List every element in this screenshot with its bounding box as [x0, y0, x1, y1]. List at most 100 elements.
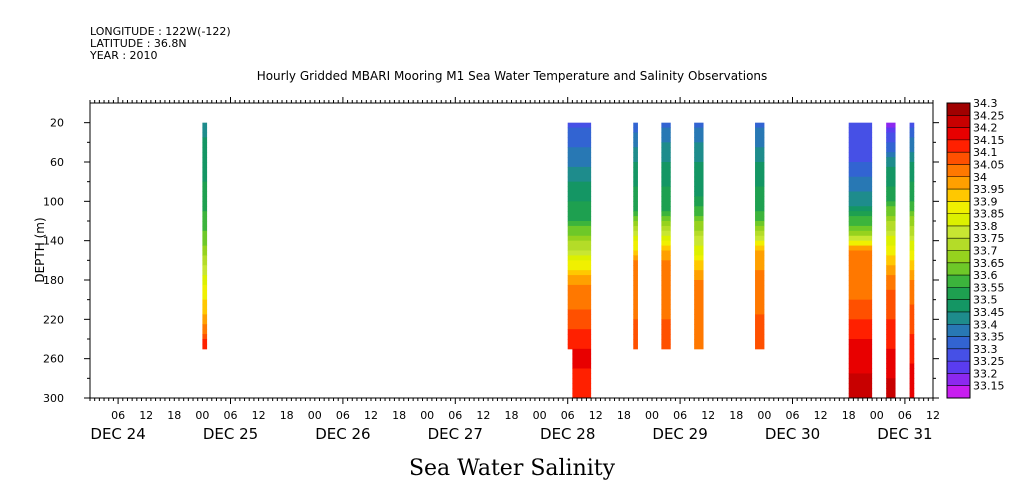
data-cell — [572, 383, 592, 389]
data-cell — [567, 157, 592, 163]
data-cell — [633, 147, 638, 153]
data-cell — [909, 181, 915, 188]
data-cell — [633, 216, 638, 222]
data-cell — [886, 196, 896, 202]
data-bar-6 — [694, 122, 704, 350]
data-cell — [572, 368, 592, 374]
data-cell — [886, 348, 896, 355]
data-cell — [633, 280, 638, 286]
colorbar-swatch — [947, 311, 970, 325]
x-hour-label: 18 — [505, 409, 519, 422]
data-cell — [694, 171, 704, 178]
data-cell — [848, 240, 873, 247]
data-cell — [572, 363, 592, 369]
colorbar-swatch — [947, 250, 970, 264]
data-cell — [909, 304, 915, 310]
data-cell — [567, 166, 592, 173]
data-cell — [755, 196, 765, 202]
data-cell — [886, 368, 896, 374]
data-cell — [694, 132, 704, 138]
data-cell — [633, 270, 638, 276]
data-cell — [202, 201, 208, 207]
data-cell — [567, 181, 592, 188]
data-cell — [567, 284, 592, 291]
colorbar-label: 34.15 — [973, 134, 1005, 147]
data-cell — [567, 147, 592, 153]
data-cell — [909, 388, 915, 394]
data-cell — [886, 216, 896, 222]
data-cell — [661, 240, 671, 247]
data-cell — [909, 201, 915, 207]
x-hour-label: 18 — [167, 409, 181, 422]
data-cell — [848, 314, 873, 320]
x-axis-title: Sea Water Salinity — [409, 456, 616, 481]
data-bars — [202, 122, 915, 399]
data-cell — [755, 343, 765, 350]
data-cell — [661, 235, 671, 242]
data-cell — [694, 147, 704, 153]
x-hour-label: 06 — [448, 409, 462, 422]
data-cell — [633, 324, 638, 330]
data-cell — [755, 319, 765, 325]
data-cell — [633, 157, 638, 163]
data-cell — [886, 284, 896, 291]
y-tick-label: 60 — [50, 156, 64, 169]
data-cell — [886, 260, 896, 266]
data-cell — [755, 314, 765, 320]
x-hour-label: 12 — [476, 409, 490, 422]
data-bar-2 — [567, 122, 592, 350]
data-cell — [694, 206, 704, 212]
colorbar-label: 33.7 — [973, 245, 998, 258]
data-cell — [202, 147, 208, 153]
x-day-label: DEC 25 — [203, 425, 258, 443]
data-cell — [202, 166, 208, 173]
data-cell — [886, 132, 896, 138]
y-tick-label: 140 — [43, 235, 64, 248]
data-cell — [909, 339, 915, 345]
colorbar-swatch — [947, 275, 970, 288]
data-bar-4 — [633, 122, 638, 350]
data-cell — [848, 358, 873, 365]
data-cell — [661, 284, 671, 291]
data-cell — [633, 211, 638, 217]
data-cell — [755, 240, 765, 247]
data-cell — [567, 280, 592, 286]
data-cell — [909, 127, 915, 133]
data-bar-10 — [909, 122, 915, 399]
data-cell — [202, 186, 208, 192]
data-cell — [202, 176, 208, 183]
data-cell — [202, 334, 208, 340]
data-cell — [202, 275, 208, 281]
data-cell — [694, 235, 704, 242]
data-cell — [755, 201, 765, 207]
x-hour-label: 18 — [617, 409, 631, 422]
data-cell — [848, 235, 873, 242]
data-cell — [909, 211, 915, 217]
data-cell — [755, 309, 765, 315]
x-hour-label: 06 — [673, 409, 687, 422]
data-cell — [886, 275, 896, 281]
colorbar-swatch — [947, 127, 970, 141]
data-cell — [909, 343, 915, 350]
data-cell — [848, 299, 873, 306]
data-cell — [848, 211, 873, 217]
data-cell — [567, 191, 592, 197]
data-cell — [848, 339, 873, 345]
data-cell — [886, 191, 896, 197]
data-cell — [848, 147, 873, 153]
data-cell — [202, 132, 208, 138]
data-cell — [567, 314, 592, 320]
data-cell — [755, 147, 765, 153]
data-cell — [567, 211, 592, 217]
data-cell — [202, 250, 208, 256]
data-cell — [909, 157, 915, 163]
x-hour-label: 00 — [870, 409, 884, 422]
colorbar-swatch — [947, 213, 970, 227]
data-cell — [694, 319, 704, 325]
data-cell — [567, 137, 592, 143]
data-cell — [661, 186, 671, 192]
data-cell — [633, 265, 638, 271]
data-cell — [567, 304, 592, 310]
data-cell — [909, 294, 915, 301]
colorbar-label: 33.45 — [973, 306, 1005, 319]
